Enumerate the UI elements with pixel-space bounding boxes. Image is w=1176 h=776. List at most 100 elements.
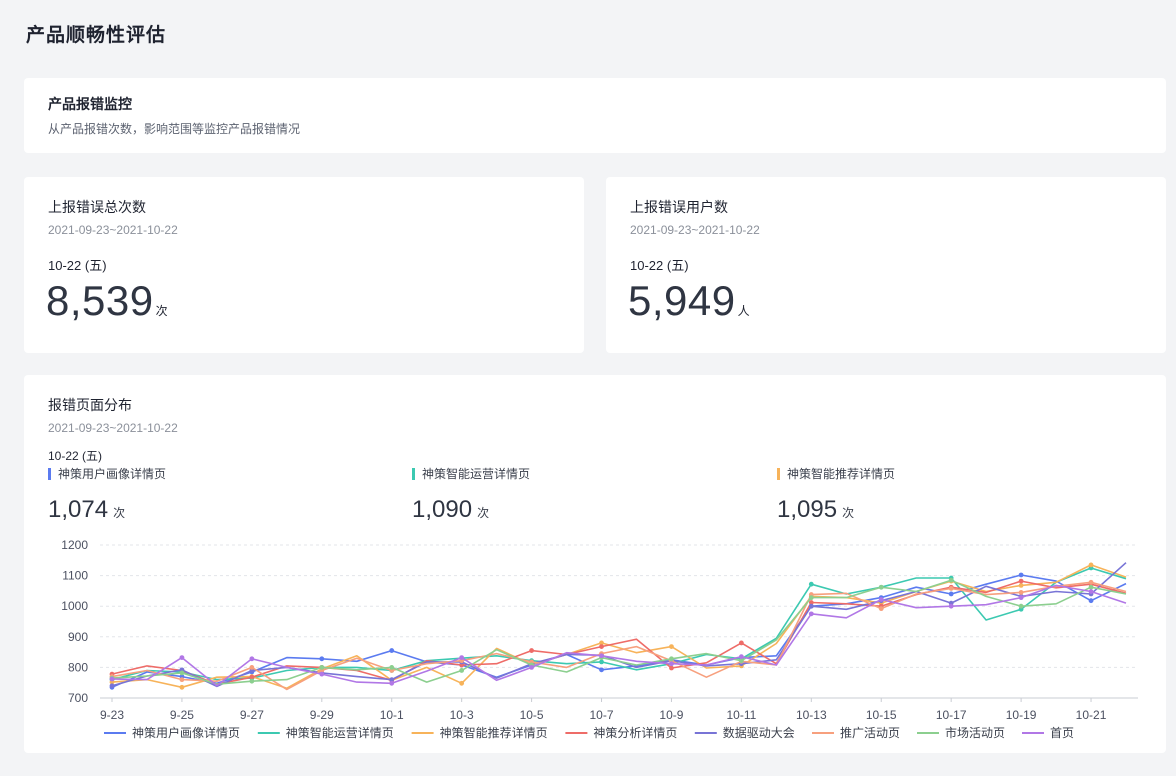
data-point bbox=[669, 644, 674, 649]
x-tick-label: 10-5 bbox=[520, 708, 544, 722]
x-tick-label: 10-21 bbox=[1076, 708, 1107, 722]
data-point bbox=[389, 677, 395, 683]
metric-card-total-errors[interactable]: 上报错误总次数 2021-09-23~2021-10-22 10-22 (五) … bbox=[24, 177, 584, 353]
data-point bbox=[599, 644, 604, 649]
data-point bbox=[1088, 579, 1094, 585]
kpi-value: 1,090 bbox=[412, 496, 473, 523]
page-title: 产品顺畅性评估 bbox=[26, 24, 167, 46]
data-point bbox=[1018, 603, 1024, 609]
legend-label: 神策智能推荐详情页 bbox=[440, 725, 548, 740]
series-line bbox=[111, 579, 1127, 686]
section-description: 从产品报错次数，影响范围等监控产品报错情况 bbox=[48, 122, 301, 136]
x-tick-label: 10-7 bbox=[590, 708, 614, 722]
legend-label: 神策用户画像详情页 bbox=[132, 725, 240, 740]
data-point bbox=[599, 640, 604, 646]
kpi-smart-recommend-page[interactable]: 神策智能推荐详情页 1,095 次 bbox=[777, 465, 895, 524]
x-tick-label: 9-25 bbox=[170, 708, 194, 722]
data-point bbox=[808, 611, 814, 617]
series-line bbox=[111, 567, 1127, 681]
x-tick-label: 10-9 bbox=[659, 708, 683, 722]
kpi-unit: 次 bbox=[113, 506, 126, 520]
data-point bbox=[738, 654, 744, 660]
data-point bbox=[179, 655, 185, 661]
metric-card-error-users[interactable]: 上报错误用户数 2021-09-23~2021-10-22 10-22 (五) … bbox=[606, 177, 1166, 353]
metric-date-range: 2021-09-23~2021-10-22 bbox=[630, 223, 760, 237]
metric-date-range: 2021-09-23~2021-10-22 bbox=[48, 223, 178, 237]
legend-label: 神策分析详情页 bbox=[593, 725, 677, 740]
kpi-user-profile-page[interactable]: 神策用户画像详情页 1,074 次 bbox=[48, 465, 166, 524]
y-tick-label: 1200 bbox=[61, 538, 88, 552]
kpi-unit: 次 bbox=[842, 506, 855, 520]
legend-label: 神策智能运营详情页 bbox=[286, 725, 394, 740]
kpi-value: 1,095 bbox=[777, 496, 838, 523]
error-page-distribution-card[interactable]: 报错页面分布 2021-09-23~2021-10-22 10-22 (五) 神… bbox=[24, 375, 1166, 753]
data-point bbox=[1018, 582, 1024, 588]
series-color-marker bbox=[777, 467, 780, 480]
kpi-smart-operation-page[interactable]: 神策智能运营详情页 1,090 次 bbox=[412, 465, 530, 524]
data-point bbox=[1088, 584, 1094, 590]
data-point bbox=[599, 667, 604, 673]
kpi-unit: 次 bbox=[477, 506, 490, 520]
y-tick-label: 900 bbox=[68, 630, 88, 644]
metric-value: 5,949 人 bbox=[628, 277, 750, 325]
metric-unit: 次 bbox=[155, 304, 169, 318]
x-tick-label: 10-13 bbox=[796, 708, 827, 722]
kpi-label: 神策智能运营详情页 bbox=[422, 467, 531, 481]
data-point bbox=[179, 670, 185, 676]
data-point bbox=[459, 655, 465, 661]
kpi-label: 神策用户画像详情页 bbox=[58, 467, 167, 481]
data-point bbox=[529, 648, 534, 653]
legend-label: 数据驱动大会 bbox=[723, 725, 795, 740]
metric-unit: 人 bbox=[737, 304, 751, 318]
y-tick-label: 1100 bbox=[62, 569, 88, 583]
x-tick-label: 10-17 bbox=[936, 708, 967, 722]
data-point bbox=[179, 677, 185, 683]
data-point bbox=[738, 640, 744, 646]
data-point bbox=[1018, 572, 1024, 578]
data-point bbox=[459, 680, 465, 686]
metric-date: 10-22 (五) bbox=[630, 258, 689, 273]
chart-card-date-range: 2021-09-23~2021-10-22 bbox=[48, 421, 178, 435]
metric-title: 上报错误总次数 bbox=[48, 200, 146, 216]
data-point bbox=[1088, 598, 1094, 604]
data-point bbox=[389, 665, 395, 670]
data-point bbox=[1018, 590, 1024, 595]
data-point bbox=[249, 656, 255, 662]
x-tick-label: 9-29 bbox=[310, 708, 334, 722]
metric-value-number: 5,949 bbox=[628, 277, 736, 324]
metric-value: 8,539 次 bbox=[46, 277, 168, 325]
data-point bbox=[948, 586, 954, 591]
x-tick-label: 10-3 bbox=[450, 708, 474, 722]
data-point bbox=[808, 581, 814, 587]
data-point bbox=[179, 684, 185, 690]
x-tick-label: 10-11 bbox=[726, 708, 756, 722]
data-point bbox=[878, 584, 884, 590]
metric-date: 10-22 (五) bbox=[48, 258, 107, 273]
data-point bbox=[459, 668, 465, 673]
data-point bbox=[1088, 562, 1094, 568]
data-point bbox=[669, 656, 674, 662]
data-point bbox=[249, 674, 255, 680]
series-color-marker bbox=[48, 467, 51, 480]
data-point bbox=[738, 658, 744, 664]
series-line bbox=[111, 581, 1127, 691]
x-tick-label: 10-19 bbox=[1006, 708, 1037, 722]
section-header-card: 产品报错监控 从产品报错次数，影响范围等监控产品报错情况 bbox=[24, 78, 1166, 153]
data-point bbox=[1088, 589, 1094, 594]
data-point bbox=[948, 603, 954, 609]
kpi-value: 1,074 bbox=[48, 496, 109, 523]
y-tick-label: 800 bbox=[68, 660, 88, 674]
data-point bbox=[389, 680, 395, 686]
data-point bbox=[808, 600, 814, 605]
data-point bbox=[319, 656, 325, 662]
legend-label: 首页 bbox=[1050, 726, 1074, 740]
section-title: 产品报错监控 bbox=[48, 97, 132, 113]
kpi-label: 神策智能推荐详情页 bbox=[787, 467, 896, 481]
error-page-line-chart[interactable]: 700 800 900 1000 1100 1200 9-23 9-25 9-27 9-29 10-… bbox=[24, 375, 1166, 753]
chart-card-date: 10-22 (五) bbox=[48, 449, 103, 463]
legend-label: 市场活动页 bbox=[945, 725, 1005, 740]
x-tick-label: 10-15 bbox=[866, 708, 897, 722]
data-point bbox=[1018, 595, 1024, 601]
series-color-marker bbox=[412, 467, 415, 480]
metric-title: 上报错误用户数 bbox=[630, 200, 728, 216]
